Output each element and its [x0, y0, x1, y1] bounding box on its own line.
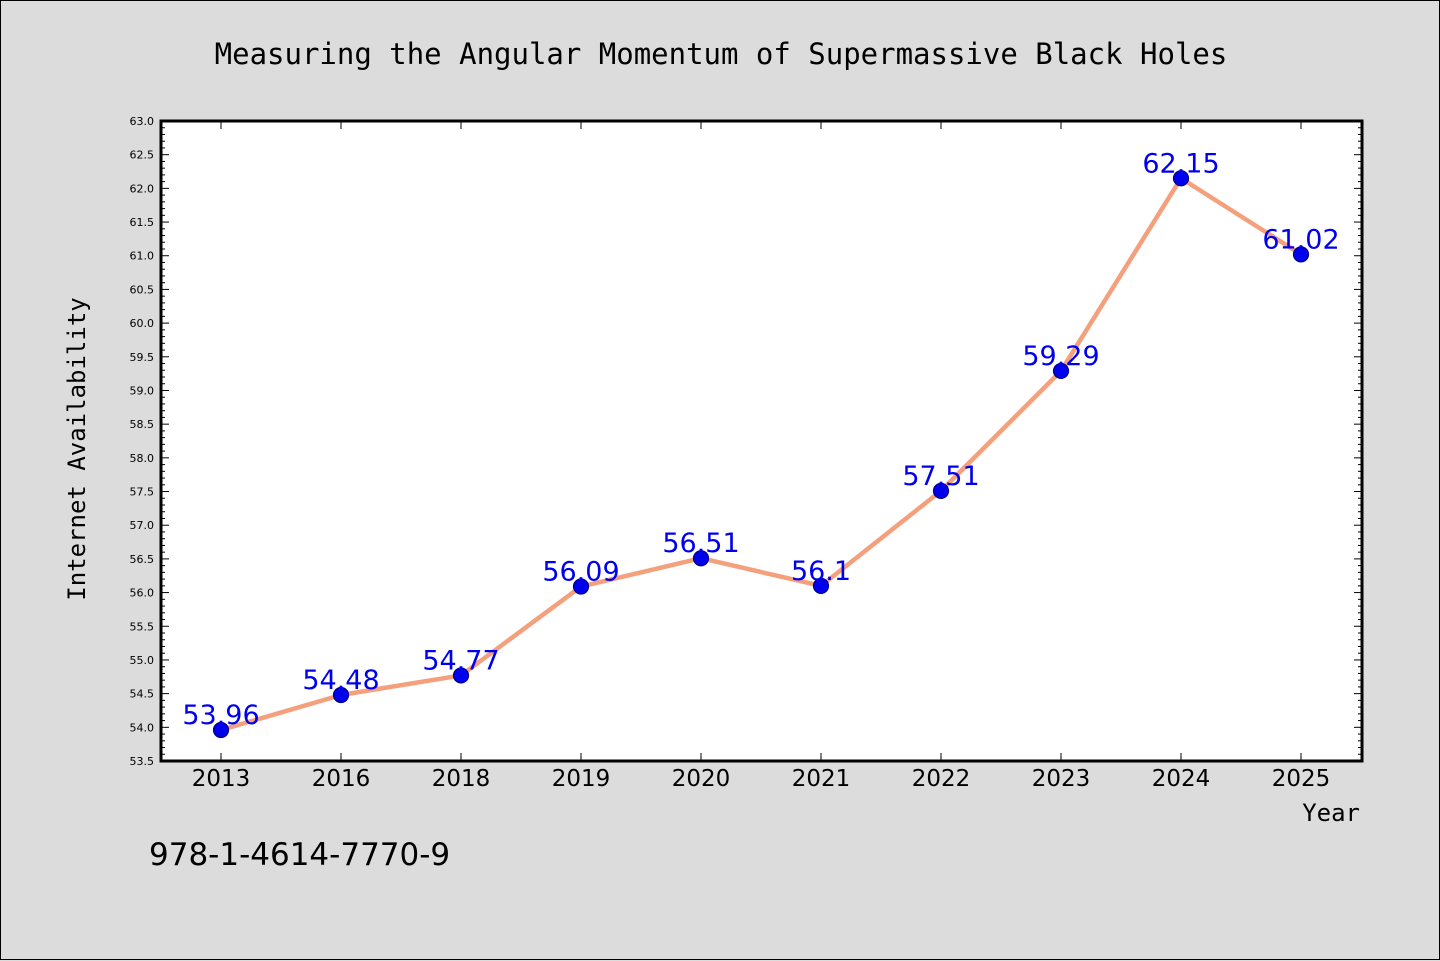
y-axis-label: Internet Availability	[63, 297, 91, 600]
x-tick-label: 2022	[912, 766, 971, 792]
y-tick-label: 55.5	[130, 620, 155, 633]
x-tick-label: 2023	[1032, 766, 1091, 792]
y-tick-label: 57.5	[130, 486, 155, 499]
y-tick-label: 55.0	[130, 654, 155, 667]
x-tick-label: 2024	[1152, 766, 1211, 792]
y-tick-label: 62.5	[130, 149, 155, 162]
x-tick-label: 2013	[192, 766, 251, 792]
y-tick-label: 56.5	[130, 553, 155, 566]
footer-code: 978-1-4614-7770-9	[149, 837, 450, 873]
y-tick-label: 63.0	[130, 115, 155, 128]
y-tick-label: 60.5	[130, 283, 155, 296]
data-label-2019: 56.09	[542, 557, 619, 588]
data-label-2016: 54.48	[302, 665, 379, 696]
x-tick-label: 2018	[432, 766, 491, 792]
y-tick-label: 61.0	[130, 250, 155, 263]
x-tick-label: 2021	[792, 766, 851, 792]
data-label-2018: 54.77	[422, 645, 499, 676]
data-point-2025	[1292, 246, 1310, 263]
x-axis-label: Year	[1302, 799, 1360, 827]
data-point-2016	[332, 686, 350, 704]
x-tick-label: 2020	[672, 766, 731, 792]
y-tick-label: 53.5	[130, 755, 155, 768]
y-tick-label: 57.0	[130, 519, 155, 532]
data-point-2021	[812, 577, 830, 594]
y-tick-label: 60.0	[130, 317, 155, 330]
plot-frame	[159, 119, 1364, 763]
data-point-2020	[692, 550, 710, 567]
y-tick-label: 56.0	[130, 587, 155, 600]
data-label-2023: 59.29	[1022, 341, 1099, 372]
x-tick-label: 2019	[552, 766, 611, 792]
y-tick-label: 54.5	[130, 688, 155, 701]
y-tick-label: 58.0	[130, 452, 155, 465]
series-line	[218, 176, 1304, 733]
data-label-2021: 56.1	[791, 556, 851, 587]
y-tick-label: 62.0	[130, 182, 155, 195]
x-tick-label: 2016	[312, 766, 371, 792]
data-markers	[212, 170, 1310, 739]
data-label-2013: 53.96	[182, 700, 259, 731]
data-point-2019	[572, 578, 590, 595]
y-tick-label: 59.5	[130, 351, 155, 364]
data-point-2024	[1172, 170, 1190, 187]
y-tick-label: 59.0	[130, 384, 155, 397]
y-tick-label: 61.5	[130, 216, 155, 229]
x-tick-label: 2025	[1272, 766, 1331, 792]
series-line-group	[218, 176, 1304, 733]
data-label-2022: 57.51	[902, 461, 979, 492]
x-axis-ticks: 2013 2016 2018 2019 2020 2021 2022 2023 2024 2025	[192, 121, 1331, 792]
data-label-2024: 62.15	[1142, 148, 1219, 179]
data-point-2018	[452, 667, 470, 684]
data-label-2025: 61.02	[1262, 224, 1339, 255]
data-labels: 53.96 54.48 54.77 56.09 56.51 56.1 57.51 59.29 6…	[182, 148, 1339, 731]
data-point-2023	[1052, 362, 1070, 380]
y-tick-label: 58.5	[130, 418, 155, 431]
y-tick-label: 54.0	[130, 721, 155, 734]
data-label-2020: 56.51	[662, 528, 739, 559]
data-point-2022	[932, 482, 950, 499]
plot-area	[161, 121, 1362, 761]
data-point-2013	[212, 721, 230, 739]
chart-title: Measuring the Angular Momentum of Superm…	[215, 37, 1228, 71]
